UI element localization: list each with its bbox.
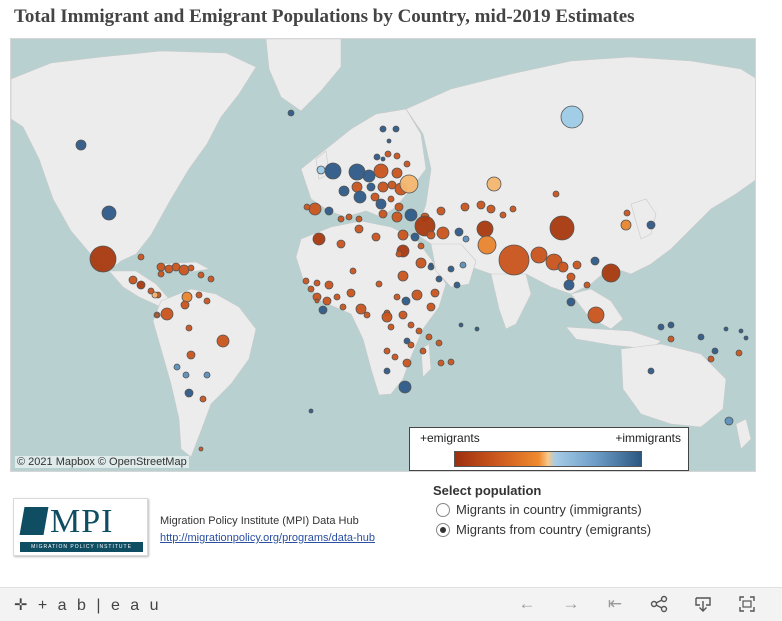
bubble-north-america-1: [75, 139, 87, 151]
bubble-south-africa: [398, 380, 412, 394]
share-icon: [650, 595, 668, 613]
source-name: Migration Policy Institute (MPI) Data Hu…: [160, 515, 359, 527]
tableau-logo-text: + a b | e a u: [37, 597, 162, 614]
revert-icon: ⇤: [607, 594, 623, 613]
bubble-india: [498, 244, 530, 276]
fullscreen-button[interactable]: [734, 593, 760, 615]
tableau-toolbar: ✛ + a b | e a u ← → ⇤: [0, 587, 782, 621]
revert-button[interactable]: ⇤: [602, 593, 628, 615]
world-map[interactable]: © 2021 Mapbox © OpenStreetMap +emigrants…: [10, 38, 756, 472]
radio-immigrants-circle[interactable]: [436, 502, 450, 517]
share-button[interactable]: [646, 593, 672, 615]
legend-right-label: +immigrants: [615, 431, 681, 445]
map-attribution: © 2021 Mapbox © OpenStreetMap: [15, 456, 189, 468]
legend-left-label: +emigrants: [420, 431, 480, 445]
fullscreen-icon: [739, 596, 755, 612]
bubble-ukraine: [399, 174, 419, 194]
bubble-russia: [560, 105, 584, 129]
tableau-logo[interactable]: ✛ + a b | e a u: [14, 595, 162, 615]
radio-immigrants[interactable]: Migrants in country (immigrants): [436, 502, 642, 517]
bubble-morocco: [312, 232, 326, 246]
download-button[interactable]: [690, 593, 716, 615]
radio-immigrants-label: Migrants in country (immigrants): [456, 502, 642, 517]
mpi-logo-subtitle: MIGRATION POLICY INSTITUTE: [20, 542, 143, 552]
bubble-philippines: [601, 263, 621, 283]
undo-icon: ←: [518, 594, 536, 613]
radio-emigrants[interactable]: Migrants from country (emigrants): [436, 522, 651, 537]
legend-gradient-bar: [454, 451, 642, 467]
mpi-logo-text: MPI: [50, 503, 114, 540]
radio-emigrants-label: Migrants from country (emigrants): [456, 522, 652, 537]
selector-title: Select population: [433, 483, 542, 498]
mpi-logo-mark-icon: [19, 507, 49, 535]
bubble-afghanistan: [476, 220, 494, 238]
download-icon: [695, 597, 711, 612]
page-title: Total Immigrant and Emigrant Populations…: [14, 6, 635, 27]
bubble-kazakhstan: [486, 176, 502, 192]
color-legend: +emigrants +immigrants: [409, 427, 689, 471]
bubble-china: [549, 215, 575, 241]
bubble-uk: [324, 162, 342, 180]
tableau-logo-icon: ✛: [14, 597, 31, 614]
undo-button[interactable]: ←: [514, 593, 540, 615]
redo-button[interactable]: →: [558, 593, 584, 615]
map-canvas[interactable]: [11, 39, 756, 472]
mpi-logo[interactable]: MPI MIGRATION POLICY INSTITUTE: [13, 498, 148, 556]
bubble-usa: [101, 205, 117, 221]
redo-icon: →: [562, 594, 580, 613]
radio-emigrants-circle[interactable]: [436, 522, 450, 537]
bubble-mexico: [89, 245, 117, 273]
source-link[interactable]: http://migrationpolicy.org/programs/data…: [160, 532, 376, 544]
